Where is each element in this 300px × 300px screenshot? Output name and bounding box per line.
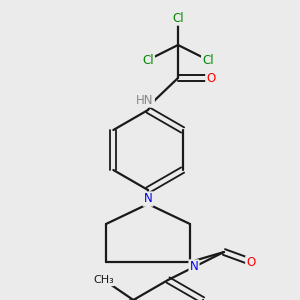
- Text: Cl: Cl: [142, 53, 154, 67]
- Text: HN: HN: [136, 94, 154, 106]
- Text: N: N: [190, 260, 198, 274]
- Text: Cl: Cl: [202, 53, 214, 67]
- Text: Cl: Cl: [172, 11, 184, 25]
- Text: O: O: [206, 71, 216, 85]
- Text: CH₃: CH₃: [93, 275, 114, 285]
- Text: N: N: [144, 193, 152, 206]
- Text: O: O: [246, 256, 256, 269]
